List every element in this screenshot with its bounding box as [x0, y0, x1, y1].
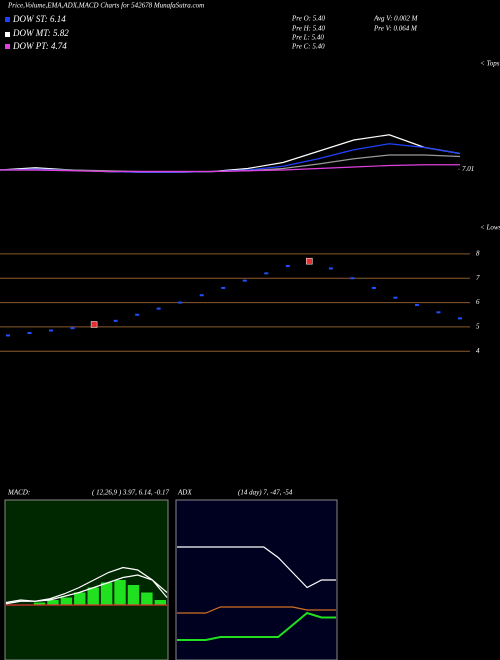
- dow: DOW PT: 4.74: [12, 41, 67, 51]
- adx-panel: [175, 499, 338, 660]
- series-line: [0, 134, 461, 173]
- marker: [242, 279, 247, 282]
- pre: Pre C: 5.40: [291, 43, 325, 51]
- y-tick-label: 7.01: [462, 165, 474, 173]
- series-line: [0, 154, 461, 173]
- y-tick-label: 6: [476, 298, 480, 306]
- histogram-bar: [100, 582, 113, 605]
- marker: [285, 265, 290, 268]
- legend-swatch: [5, 32, 10, 37]
- dow: DOW MT: 5.82: [12, 28, 69, 38]
- marker: [6, 334, 10, 337]
- marker: [458, 317, 462, 320]
- y-tick-label: 7: [476, 274, 480, 282]
- histogram-bar: [127, 585, 140, 605]
- marker: [306, 257, 313, 265]
- tops: < Tops: [480, 60, 500, 68]
- series-line: [5, 574, 168, 605]
- marker: [135, 313, 140, 316]
- marker: [156, 307, 161, 310]
- marker: [393, 296, 398, 299]
- marker: [113, 319, 118, 322]
- vol: Pre V: 0.064 M: [373, 25, 418, 33]
- marker: [371, 286, 376, 289]
- series-line: [177, 546, 336, 589]
- series-line: [177, 611, 336, 641]
- legend-swatch: [5, 44, 10, 49]
- histogram-bar: [60, 597, 73, 605]
- macd-subtitle: ( 12,26,9 ) 3.97, 6.14, -0.17: [92, 489, 169, 497]
- histogram-bar: [87, 587, 99, 605]
- marker: [90, 321, 98, 328]
- histogram-bar: [47, 600, 59, 605]
- legend-swatch: [5, 17, 10, 22]
- lows: < Lows: [480, 224, 500, 232]
- histogram-bar: [33, 602, 46, 605]
- marker: [264, 272, 269, 275]
- macd-panel: [4, 499, 169, 660]
- histogram-bar: [141, 592, 153, 605]
- pre: Pre H: 5.40: [291, 25, 325, 33]
- pre: Pre O: 5.40: [291, 15, 325, 23]
- histogram-bar: [74, 592, 86, 605]
- marker: [350, 277, 355, 280]
- series-line: [177, 606, 336, 614]
- marker: [70, 327, 75, 330]
- adx-subtitle: (14 day) 7, -47, -54: [238, 489, 293, 497]
- marker: [27, 332, 32, 334]
- histogram-bar: [114, 580, 126, 605]
- dow: DOW ST: 6.14: [12, 14, 66, 24]
- marker: [436, 311, 441, 314]
- marker: [49, 329, 54, 332]
- y-tick-label: 8: [476, 249, 480, 257]
- pre: Pre L: 5.40: [291, 34, 324, 42]
- marker: [178, 301, 183, 304]
- marker: [199, 294, 204, 297]
- marker: [221, 286, 226, 289]
- macd-title: MACD:: [7, 489, 30, 497]
- y-tick-label: 4: [476, 347, 480, 355]
- marker: [328, 267, 333, 270]
- title: Price,Volume,EMA,ADX,MACD Charts for 542…: [7, 2, 204, 10]
- series-line: [0, 143, 461, 173]
- series-line: [0, 164, 460, 173]
- marker: [414, 304, 419, 306]
- adx-title: ADX: [177, 489, 192, 497]
- histogram-bar: [154, 600, 166, 605]
- y-tick-label: 5: [476, 323, 480, 331]
- vol: Avg V: 0.002 M: [373, 15, 419, 23]
